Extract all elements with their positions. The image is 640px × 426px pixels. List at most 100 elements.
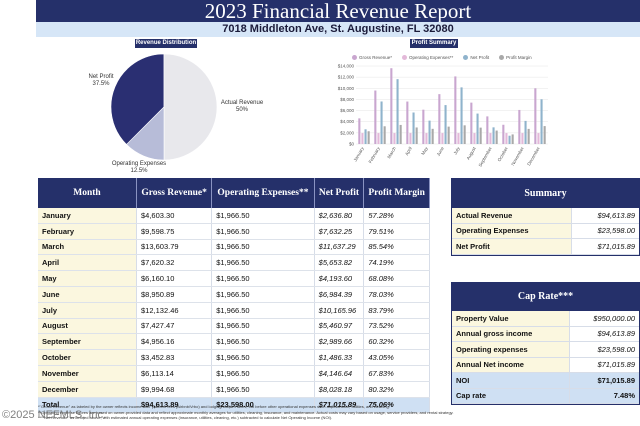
month-cell: March [38,239,137,256]
gross-revenue-cell: $7,427.47 [136,318,213,335]
bar-net-profit [476,113,479,144]
profit-margin-cell: 57.28% [363,208,430,224]
x-tick-label: July [453,145,462,155]
profit-margin-cell: 60.32% [363,333,430,351]
header-month: Month [38,178,137,208]
net-profit-cell: $5,460.97 [314,318,365,335]
bar-operating-expenses [489,133,492,144]
operating-expenses-cell: $1,966.50 [211,254,315,272]
net-profit-cell: $1,486.33 [314,349,365,366]
bar-net-profit [492,127,495,144]
net-profit-cell: $6,984.39 [314,286,365,303]
monthly-revenue-table: Month Gross Revenue* Operating Expenses*… [38,178,430,414]
operating-expenses-cell: $1,966.50 [211,333,315,351]
bar-profit-margin [479,127,482,144]
gross-revenue-cell: $3,452.83 [136,349,213,366]
bar-profit-margin [511,134,514,144]
bar-gross-revenue [518,109,521,144]
cap-rate-row-cap-rate: Cap rate 7.48% [452,388,639,404]
header-net-profit: Net Profit [314,178,365,208]
property-address: 7018 Middleton Ave, St. Augustine, FL 32… [36,22,640,37]
x-tick-label: June [436,146,445,157]
bar-gross-revenue [406,101,409,144]
legend-profit-margin: Profit Margin [499,55,532,61]
month-cell: November [38,365,137,382]
bar-gross-revenue [390,68,393,144]
profit-margin-cell: 75.06% [363,396,430,414]
month-cell: July [38,302,137,319]
x-tick-label: May [420,145,429,156]
header-operating-expenses: Operating Expenses** [211,178,315,208]
gross-revenue-cell: $9,994.68 [136,381,213,398]
cap-rate-box: Cap Rate*** Property Value $950,000.00 An… [451,282,640,405]
net-profit-cell: $2,989.66 [314,333,365,351]
profit-margin-cell: 80.32% [363,381,430,398]
y-tick-label: $10,000 [338,86,355,91]
bar-net-profit [508,135,511,144]
net-profit-cell: $8,028.18 [314,381,365,398]
x-tick-label: January [353,145,366,162]
table-row: March $13,603.79 $1,966.50 $11,637.29 85.54% [38,239,430,256]
profit-summary-chart: $14,000 $12,000 $10,000 $8,000 $6,000 $4,000 $… [338,64,548,168]
bar-profit-margin [447,126,450,144]
pie-slice-operating-expenses [126,106,165,161]
summary-heading: Summary [452,179,639,208]
summary-row: Actual Revenue $94,613.89 [452,208,639,224]
bar-profit-margin [527,128,530,144]
month-cell: Total [38,396,137,414]
header-profit-margin: Profit Margin [363,178,430,208]
bar-operating-expenses [361,133,364,144]
bar-gross-revenue [358,118,361,144]
x-tick-label: March [386,146,397,160]
profit-margin-cell: 79.51% [363,223,430,240]
gross-revenue-cell: $8,950.89 [136,286,213,303]
operating-expenses-cell: $1,966.50 [211,318,315,335]
bar-net-profit [460,87,463,144]
summary-row: Operating Expenses $23,598.00 [452,223,639,239]
summary-box: Summary Actual Revenue $94,613.89 Operati… [451,178,640,256]
chart-legend: Gross Revenue* Operating Expenses** Net … [352,55,532,61]
bar-gross-revenue [374,90,377,144]
gross-revenue-cell: $6,113.14 [136,365,213,382]
y-tick-label: $0 [349,142,355,147]
operating-expenses-cell: $1,966.50 [211,302,315,319]
operating-expenses-cell: $1,966.50 [211,223,315,240]
y-tick-label: $14,000 [338,64,355,69]
mls-watermark: ©2025 NEFMLS, Inc. [2,409,107,421]
gross-revenue-cell: $7,620.32 [136,254,213,272]
gross-revenue-cell: $12,132.46 [136,302,213,319]
month-cell: April [38,254,137,272]
net-profit-cell: $5,653.82 [314,254,365,272]
x-tick-label: August [466,145,478,160]
bar-net-profit [428,120,431,144]
bar-profit-margin [399,124,402,144]
table-row: February $9,598.75 $1,966.50 $7,632.25 79.51… [38,223,430,240]
month-cell: September [38,333,137,351]
bar-profit-margin [431,128,434,144]
bar-net-profit [524,120,527,144]
y-tick-label: $2,000 [340,130,354,135]
gross-revenue-cell: $4,956.16 [136,333,213,351]
pie-label-actual-revenue: Actual Revenue 50% [220,100,264,113]
net-profit-cell: $4,193.60 [314,270,365,287]
bar-profit-margin [367,131,370,144]
month-cell: August [38,318,137,335]
pie-label-operating-expenses: Operating Expenses 12.5% [111,161,167,174]
cap-rate-row: Operating expenses $23,598.00 [452,341,639,358]
bar-operating-expenses [537,133,540,144]
net-profit-cell: $2,636.80 [314,208,365,224]
table-row: August $7,427.47 $1,966.50 $5,460.97 73.52% [38,318,430,335]
legend-net-profit: Net Profit [463,55,489,61]
profit-margin-cell: 74.19% [363,254,430,272]
operating-expenses-cell: $23,598.00 [211,396,315,414]
month-cell: January [38,208,137,224]
header-gross-revenue: Gross Revenue* [136,178,213,208]
bar-operating-expenses [441,133,444,144]
bar-net-profit [380,101,383,144]
pie-label-net-profit: Net Profit 37.5% [88,74,114,87]
gross-revenue-cell: $13,603.79 [136,239,213,256]
cap-rate-heading: Cap Rate*** [452,283,639,311]
gross-revenue-cell: $6,160.10 [136,270,213,287]
profit-margin-cell: 83.79% [363,302,430,319]
gross-revenue-cell: $94,613.89 [136,396,213,414]
